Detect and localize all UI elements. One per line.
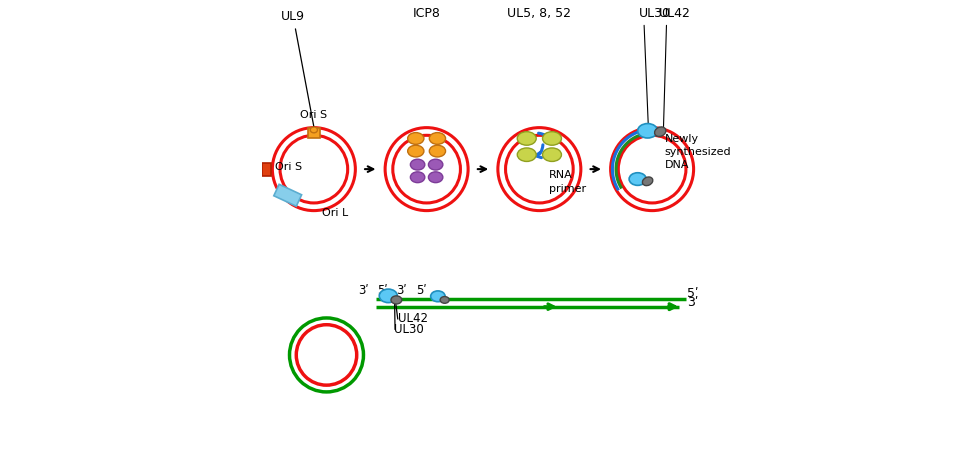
Text: 5ʹ: 5ʹ: [416, 284, 427, 297]
Ellipse shape: [518, 148, 536, 161]
Ellipse shape: [429, 145, 446, 157]
Text: UL42: UL42: [398, 313, 428, 326]
Text: RNA
primer: RNA primer: [549, 170, 586, 193]
Text: 5ʹ: 5ʹ: [687, 287, 699, 300]
Ellipse shape: [408, 145, 424, 157]
Ellipse shape: [408, 133, 424, 144]
Text: UL30: UL30: [394, 323, 424, 336]
Ellipse shape: [428, 159, 443, 170]
Text: 3ʹ: 3ʹ: [358, 284, 369, 297]
Text: Ori S: Ori S: [275, 162, 301, 172]
Ellipse shape: [379, 289, 397, 303]
Ellipse shape: [654, 127, 666, 137]
Ellipse shape: [431, 291, 446, 302]
Ellipse shape: [410, 172, 425, 183]
Text: UL30: UL30: [639, 7, 671, 20]
Text: UL42: UL42: [659, 7, 690, 20]
Ellipse shape: [440, 297, 449, 304]
Ellipse shape: [643, 177, 653, 186]
Ellipse shape: [391, 296, 402, 304]
Ellipse shape: [410, 159, 425, 170]
Text: UL5, 8, 52: UL5, 8, 52: [507, 7, 571, 20]
Text: Newly
synthesized
DNA: Newly synthesized DNA: [665, 134, 731, 170]
Text: ICP8: ICP8: [412, 7, 441, 20]
Ellipse shape: [428, 172, 443, 183]
Text: Ori S: Ori S: [300, 110, 328, 120]
Ellipse shape: [638, 124, 657, 138]
Ellipse shape: [542, 132, 562, 145]
Text: 3ʹ: 3ʹ: [396, 284, 407, 297]
Ellipse shape: [629, 173, 646, 185]
Ellipse shape: [542, 148, 562, 161]
Text: 5ʹ: 5ʹ: [377, 284, 388, 297]
FancyBboxPatch shape: [261, 163, 271, 176]
Text: Ori L: Ori L: [322, 208, 348, 218]
Text: 3ʹ: 3ʹ: [687, 296, 699, 309]
Text: UL9: UL9: [281, 10, 305, 23]
Ellipse shape: [518, 132, 536, 145]
Polygon shape: [274, 184, 301, 206]
Ellipse shape: [310, 127, 318, 133]
Ellipse shape: [429, 133, 446, 144]
FancyBboxPatch shape: [308, 128, 320, 138]
